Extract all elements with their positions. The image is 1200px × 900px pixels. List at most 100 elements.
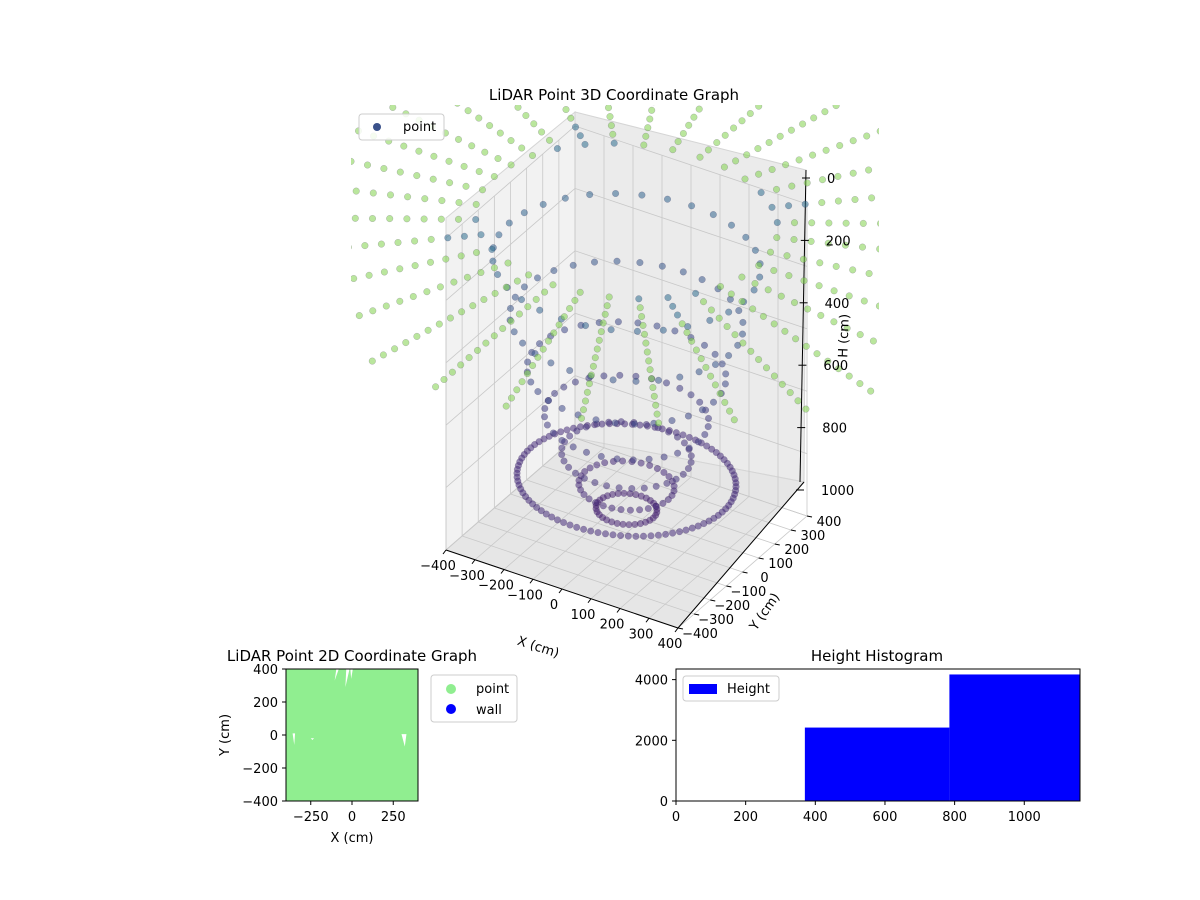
point-marker [396, 168, 404, 176]
point-marker [628, 485, 636, 493]
point-marker [876, 127, 879, 135]
point-marker [996, 259, 1003, 266]
grid-z-level [445, 250, 808, 364]
point-marker [778, 380, 786, 388]
point-marker [636, 304, 644, 312]
point-marker [315, 327, 322, 334]
point-marker [609, 531, 617, 539]
point-marker [808, 219, 816, 227]
point-marker [625, 521, 633, 529]
point-marker [532, 295, 540, 303]
point-marker [688, 202, 696, 210]
x-tick-label-3d: 200 [600, 618, 625, 633]
histogram-bar [804, 727, 950, 801]
point-marker [816, 259, 824, 267]
y-tick-mark-3d [806, 515, 813, 518]
point-marker [707, 306, 715, 314]
point-marker [802, 342, 810, 350]
point-marker [513, 386, 521, 394]
point-marker [768, 165, 776, 173]
point-marker [262, 252, 269, 259]
point-marker [479, 186, 487, 194]
point-marker [713, 139, 721, 147]
point-marker [525, 36, 532, 43]
x-tick-label-3d: 400 [658, 637, 683, 652]
point-marker [543, 421, 551, 429]
point-marker [710, 398, 718, 406]
point-marker [541, 413, 549, 421]
point-marker [299, 148, 306, 155]
point-marker [927, 154, 934, 161]
x-tick-label-2d: −250 [293, 810, 329, 825]
point-marker [335, 278, 342, 285]
point-marker [450, 278, 458, 286]
point-marker [352, 187, 360, 195]
point-marker [350, 85, 357, 92]
point-marker [541, 405, 549, 413]
point-marker [684, 465, 692, 473]
point-marker [331, 155, 338, 162]
point-marker [475, 114, 483, 122]
point-marker [652, 502, 660, 510]
point-marker [603, 302, 611, 310]
point-marker [608, 518, 616, 526]
point-marker [536, 340, 544, 348]
lidar-2d-point-fill [286, 669, 418, 801]
point-marker [704, 146, 712, 154]
point-marker [647, 532, 655, 540]
point-marker [562, 105, 570, 113]
point-marker [676, 528, 684, 536]
point-marker [787, 126, 795, 134]
point-marker [534, 388, 542, 396]
legend-point-label: point [403, 120, 436, 135]
point-marker [705, 414, 713, 422]
point-marker [706, 316, 714, 324]
point-marker [582, 397, 590, 405]
point-marker [935, 188, 942, 195]
point-marker [594, 34, 601, 41]
histogram-title: Height Histogram [811, 647, 943, 665]
x-tick-mark-3d [616, 608, 621, 613]
point-marker [607, 326, 615, 334]
point-marker [541, 288, 549, 296]
point-marker [648, 106, 656, 114]
y-tick-label-3d: 100 [768, 557, 793, 572]
point-marker [728, 57, 735, 64]
point-marker [295, 249, 302, 256]
point-marker [413, 172, 421, 180]
lidar-2d-gaps [292, 669, 407, 747]
point-marker [539, 63, 546, 70]
point-marker [695, 105, 703, 113]
point-marker [413, 332, 421, 340]
y-tick-label-3d: 0 [760, 571, 768, 586]
x-tick-mark-3d [558, 588, 563, 594]
coverage-gap [310, 738, 315, 740]
point-marker [849, 137, 857, 145]
point-marker [712, 361, 720, 369]
point-marker [267, 178, 274, 185]
point-marker [486, 122, 494, 130]
point-marker [795, 156, 803, 164]
point-marker [788, 182, 796, 190]
point-marker [732, 157, 740, 165]
x-tick-mark-3d [442, 549, 447, 555]
point-marker [289, 288, 296, 295]
point-marker [454, 105, 461, 107]
point-marker [595, 42, 602, 49]
point-marker [514, 105, 522, 111]
point-marker [912, 221, 919, 228]
point-marker [402, 339, 410, 347]
point-marker [644, 505, 652, 513]
point-marker [948, 288, 955, 295]
point-marker [522, 111, 530, 119]
point-marker [882, 274, 889, 281]
point-marker [380, 268, 388, 276]
point-marker [770, 320, 778, 328]
point-marker [747, 347, 755, 355]
x-tick-label-3d: −300 [449, 569, 485, 584]
point-marker [802, 405, 810, 413]
point-marker [655, 376, 663, 384]
point-marker [545, 337, 553, 345]
point-marker [571, 296, 579, 304]
point-marker [599, 502, 607, 510]
